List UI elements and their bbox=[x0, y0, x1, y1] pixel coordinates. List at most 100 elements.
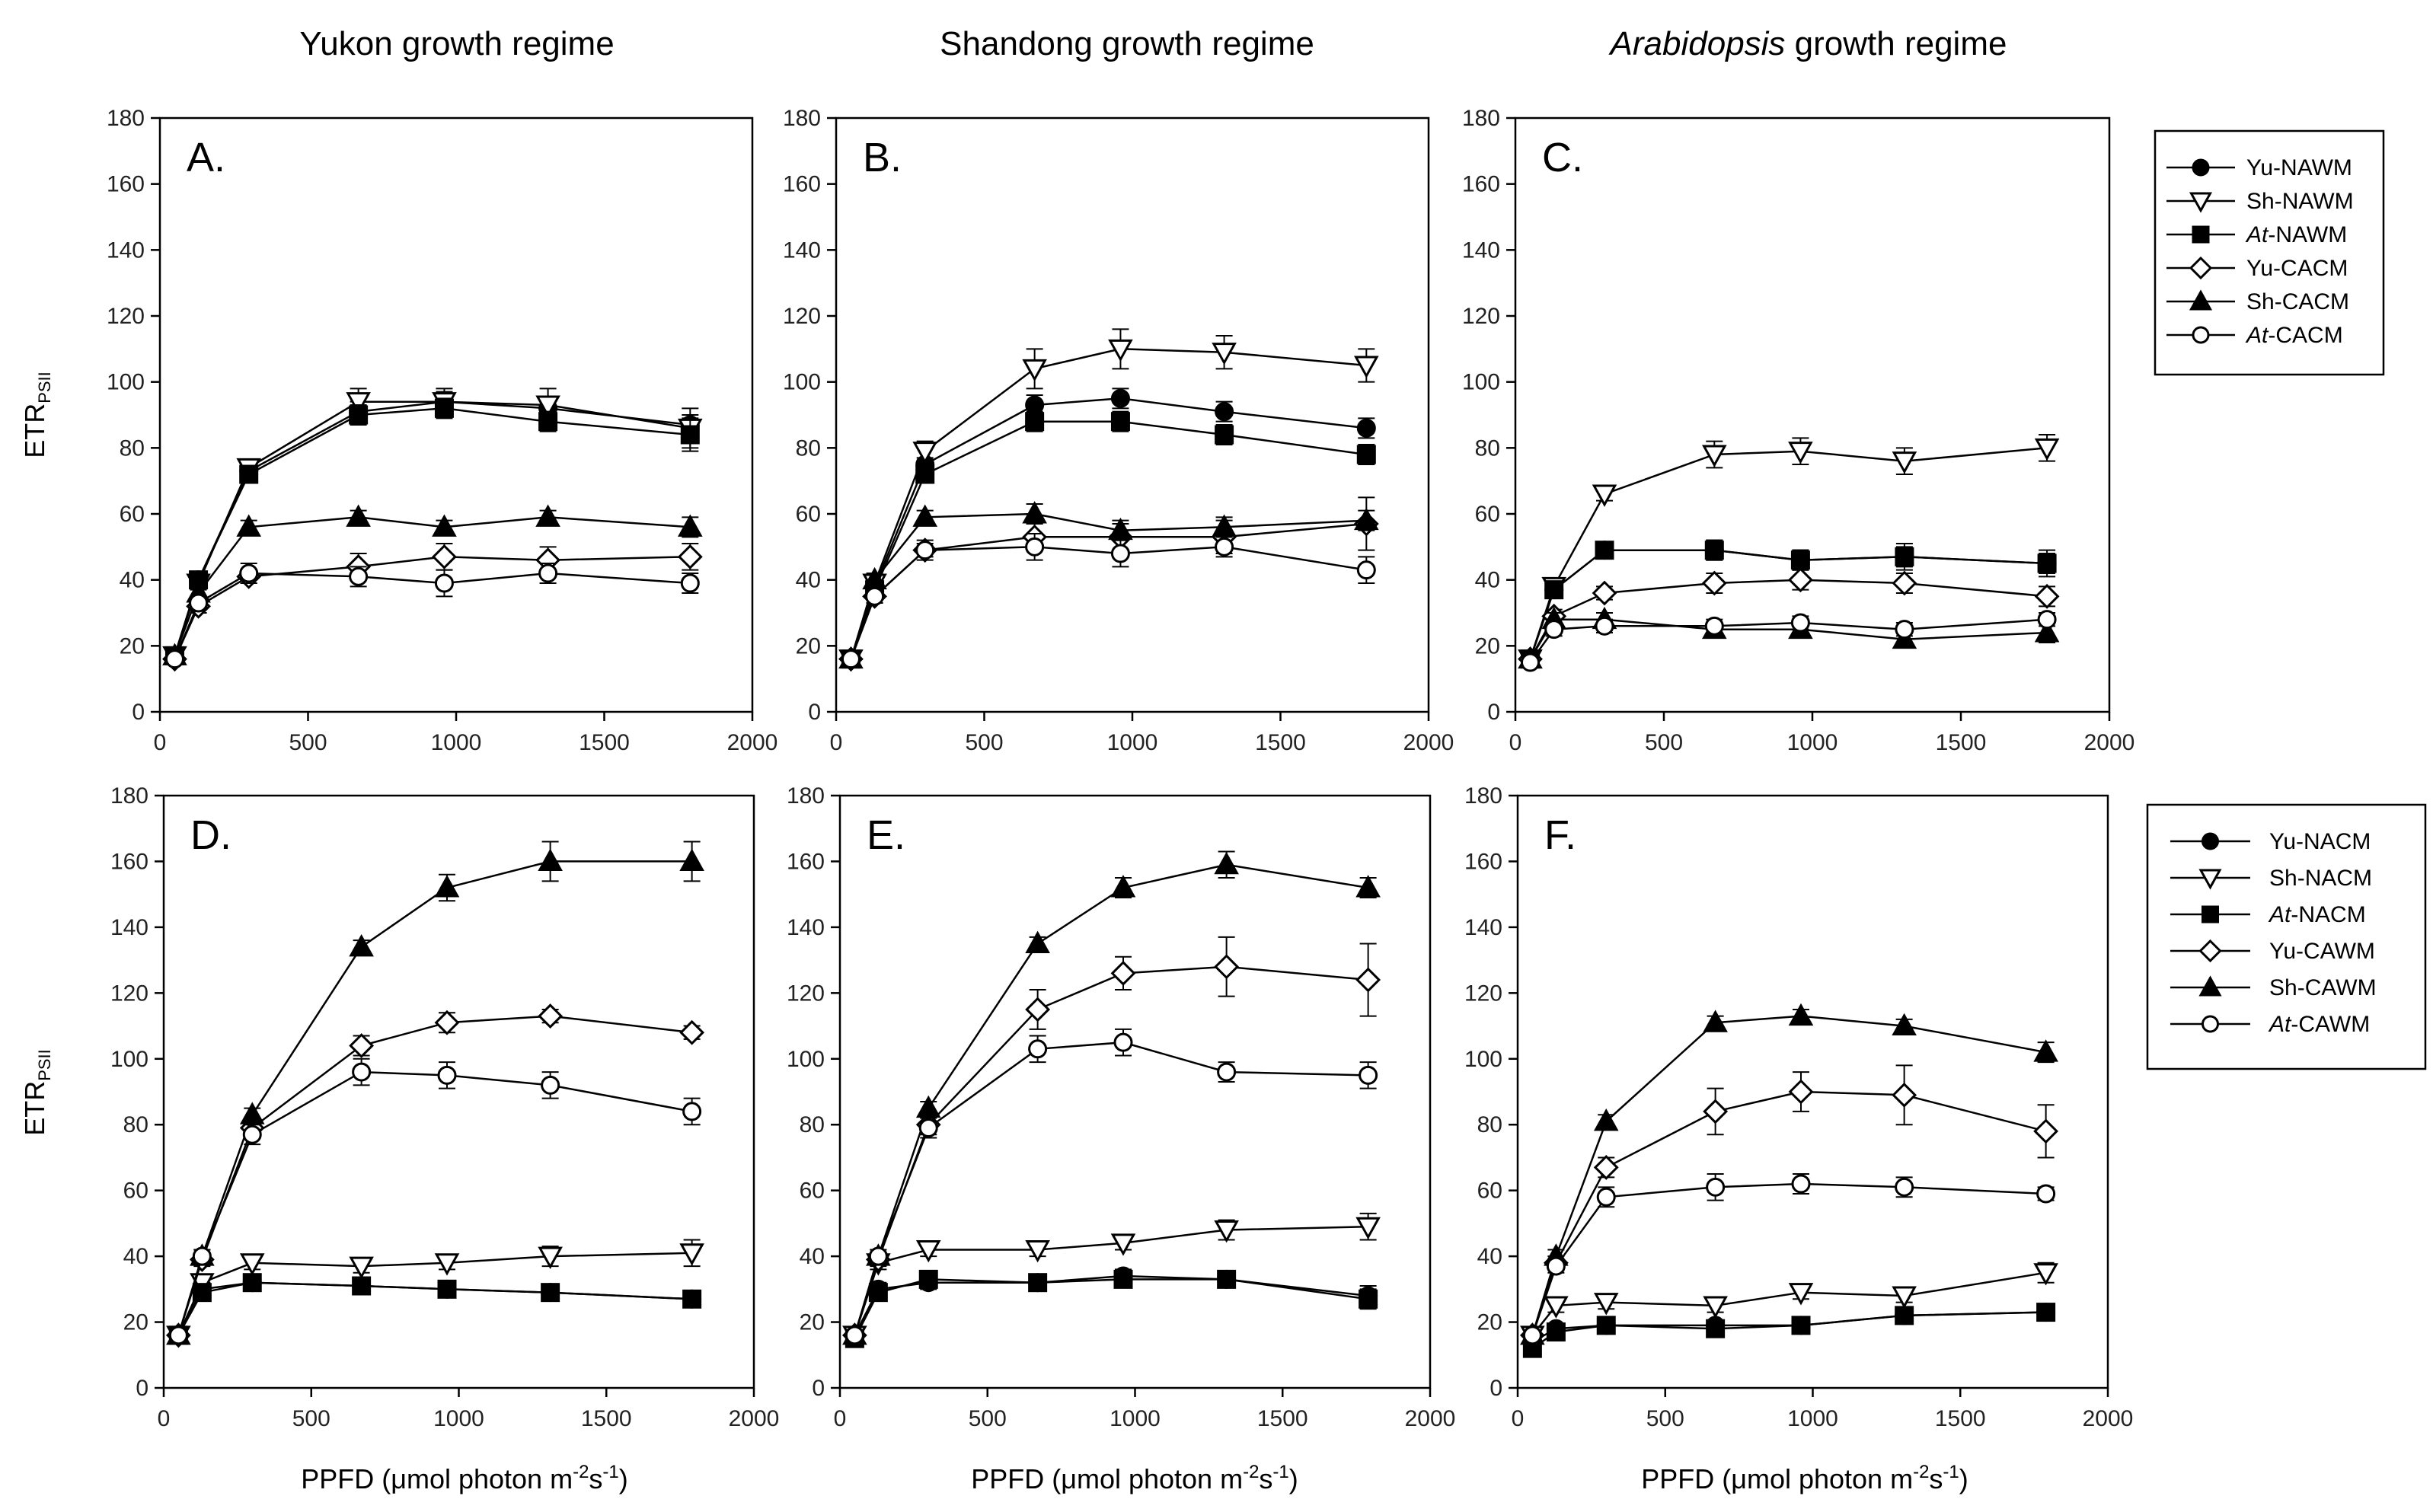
y-tick-label: 0 bbox=[1489, 1376, 1502, 1401]
x-tick-label: 2000 bbox=[1405, 1406, 1456, 1431]
x-tick-label: 2000 bbox=[729, 1406, 780, 1431]
x-axis-label-part: PPFD (μmol photon m bbox=[971, 1463, 1243, 1494]
data-point bbox=[1022, 359, 1047, 382]
series-yu-cacm bbox=[162, 543, 703, 672]
data-point bbox=[2037, 553, 2057, 573]
column-title: Yukon growth regime bbox=[299, 25, 614, 62]
panel-letter: D. bbox=[190, 812, 231, 858]
data-point bbox=[2033, 1263, 2058, 1286]
data-point bbox=[1354, 356, 1379, 378]
y-tick-label: 100 bbox=[1464, 1047, 1502, 1072]
legend-entry-prefix: At bbox=[2245, 222, 2269, 247]
data-point bbox=[2036, 1184, 2056, 1204]
data-point bbox=[2034, 438, 2060, 461]
data-point bbox=[437, 1065, 457, 1085]
data-point bbox=[1593, 1293, 1619, 1316]
y-tick-label: 40 bbox=[796, 568, 821, 593]
data-point bbox=[1593, 1108, 1619, 1131]
series-line bbox=[174, 572, 691, 660]
x-axis-label-superscript: -1 bbox=[602, 1462, 618, 1482]
x-axis-label: PPFD (μmol photon m-2s-1) bbox=[971, 1462, 1298, 1494]
x-tick-label: 500 bbox=[1646, 1406, 1684, 1431]
legend-entry: Sh-CAWM bbox=[2269, 975, 2377, 1000]
legend-entry-suffix: -CACM bbox=[2273, 256, 2348, 281]
data-point bbox=[1355, 967, 1381, 993]
legend-marker bbox=[2202, 905, 2219, 923]
y-tick-label: 160 bbox=[783, 172, 821, 197]
y-tick-label: 160 bbox=[107, 172, 145, 197]
x-tick-label: 2000 bbox=[2083, 1406, 2134, 1431]
data-point bbox=[239, 464, 259, 484]
series-at-cacm bbox=[841, 533, 1376, 669]
plot-frame bbox=[835, 116, 1430, 713]
data-point bbox=[1544, 620, 1564, 640]
y-tick-label: 100 bbox=[107, 370, 145, 395]
data-point bbox=[1028, 1039, 1048, 1059]
data-point bbox=[1110, 875, 1136, 898]
data-point bbox=[1596, 1316, 1616, 1335]
y-tick-label: 20 bbox=[120, 633, 145, 659]
data-point bbox=[682, 1102, 702, 1121]
data-point bbox=[541, 1075, 560, 1095]
y-tick-label: 160 bbox=[110, 849, 148, 874]
legend-entry-prefix: At bbox=[2268, 902, 2292, 927]
legend-marker bbox=[2192, 225, 2210, 244]
data-point bbox=[2034, 620, 2060, 643]
x-tick-label: 0 bbox=[154, 730, 167, 755]
data-point bbox=[1217, 1062, 1237, 1082]
data-point bbox=[1025, 930, 1050, 953]
y-tick-label: 180 bbox=[107, 106, 145, 131]
legend-bottom: Yu-NACMSh-NACMAt-NACMYu-CAWMSh-CAWMAt-CA… bbox=[2146, 803, 2427, 1070]
y-tick-label: 60 bbox=[123, 1179, 148, 1204]
y-tick-label: 40 bbox=[120, 568, 145, 593]
data-point bbox=[1214, 954, 1240, 980]
data-point bbox=[2034, 583, 2060, 609]
data-point bbox=[1028, 1273, 1048, 1293]
data-point bbox=[1787, 567, 1813, 593]
panel-letter: E. bbox=[867, 812, 905, 858]
x-axis-label-part: PPFD (μmol photon m bbox=[301, 1463, 573, 1494]
y-tick-label: 160 bbox=[787, 849, 825, 874]
x-tick-label: 2000 bbox=[1403, 730, 1454, 755]
legend-top: Yu-NAWMSh-NAWMAt-NAWMYu-CACMSh-CACMAt-CA… bbox=[2154, 129, 2385, 376]
series-at-nacm bbox=[845, 1269, 1378, 1348]
legend-entry: Yu-CACM bbox=[2246, 256, 2348, 281]
data-point bbox=[1113, 1032, 1133, 1052]
legend-marker bbox=[2192, 158, 2210, 177]
legend-entry-prefix: Yu bbox=[2246, 256, 2273, 281]
x-axis-label-part: s bbox=[1929, 1463, 1943, 1494]
data-point bbox=[2036, 1303, 2056, 1322]
data-point bbox=[189, 593, 209, 613]
legend-entry-suffix: -CAWM bbox=[2297, 975, 2377, 1000]
data-point bbox=[349, 933, 374, 957]
data-point bbox=[434, 1010, 460, 1035]
legend-entry-suffix: -CAWM bbox=[2291, 1012, 2370, 1037]
data-point bbox=[1706, 1177, 1726, 1197]
y-tick-label: 0 bbox=[136, 1376, 148, 1401]
x-axis-label-superscript: -1 bbox=[1943, 1462, 1959, 1482]
x-axis-label-part: PPFD (μmol photon m bbox=[1641, 1463, 1913, 1494]
x-tick-label: 1500 bbox=[581, 1406, 632, 1431]
y-tick-label: 100 bbox=[783, 370, 821, 395]
data-point bbox=[1706, 1319, 1726, 1338]
legend-entry: Sh-NAWM bbox=[2246, 189, 2354, 214]
legend-entry: Sh-CACM bbox=[2246, 289, 2349, 314]
x-axis-label-part: s bbox=[589, 1463, 602, 1494]
series-line bbox=[850, 546, 1367, 660]
y-tick-label: 20 bbox=[1475, 633, 1500, 659]
series-sh-cawm bbox=[166, 841, 704, 1345]
data-point bbox=[2033, 1118, 2059, 1144]
panel-letter: F. bbox=[1544, 812, 1576, 858]
y-tick-label: 120 bbox=[107, 304, 145, 329]
column-title-text: Shandong growth regime bbox=[940, 25, 1314, 62]
data-point bbox=[682, 1289, 702, 1309]
data-point bbox=[535, 504, 560, 527]
data-point bbox=[2033, 1039, 2058, 1062]
data-point bbox=[679, 1243, 704, 1266]
legend-entry-prefix: Sh bbox=[2269, 975, 2297, 1000]
y-tick-label: 20 bbox=[123, 1310, 148, 1335]
x-tick-label: 500 bbox=[289, 730, 327, 755]
legend-entry-prefix: At bbox=[2245, 323, 2269, 348]
series-at-cawm bbox=[168, 1057, 702, 1345]
